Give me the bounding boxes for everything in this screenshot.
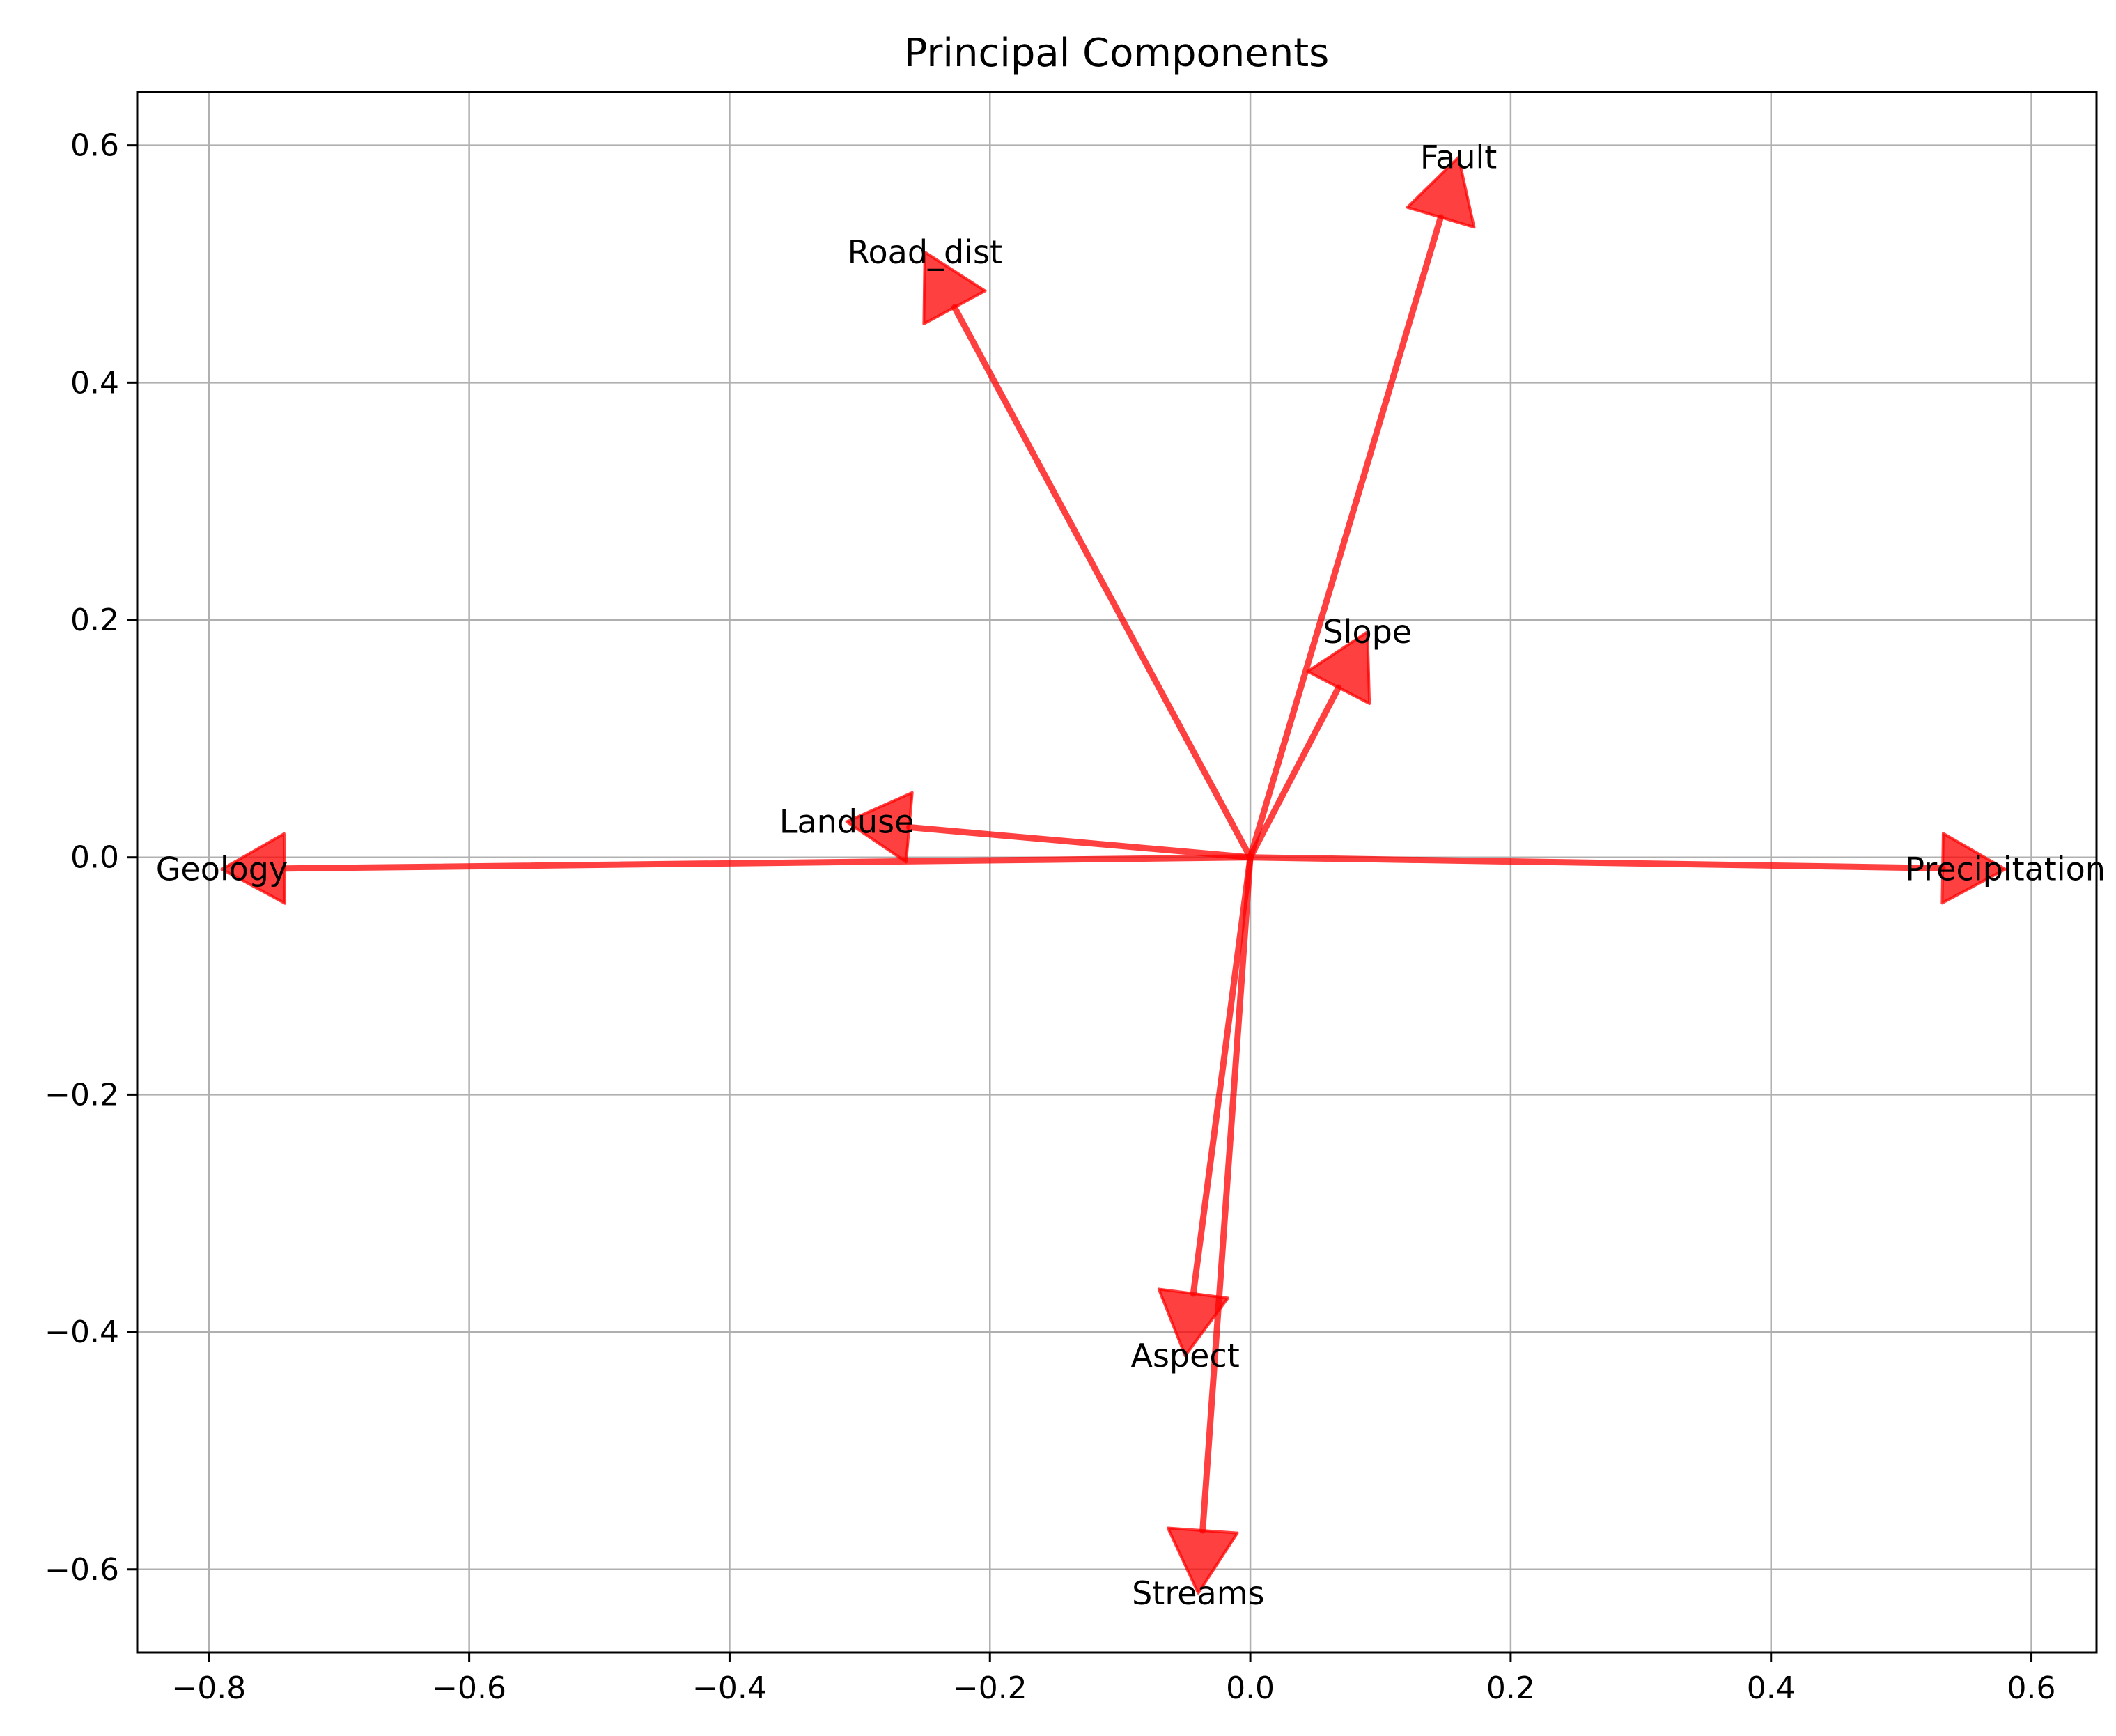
vector-label: Road_dist — [848, 233, 1002, 271]
y-tick-label: −0.2 — [45, 1077, 119, 1113]
vector-arrowhead — [1940, 832, 2007, 905]
vector-aspect — [1157, 854, 1254, 1358]
vector-shaft — [951, 304, 1254, 861]
x-tick-label: −0.2 — [953, 1671, 1027, 1706]
vector-label: Geology — [156, 851, 288, 888]
vector-label: Slope — [1323, 613, 1412, 651]
vector-arrowhead — [1166, 1526, 1239, 1595]
vector-label: Precipitation — [1905, 851, 2106, 888]
y-tick-label: 0.0 — [70, 840, 119, 876]
x-tick-label: 0.0 — [1226, 1671, 1275, 1706]
vector-arrowhead — [220, 832, 287, 905]
vector-geology — [220, 832, 1254, 905]
vector-label: Streams — [1132, 1574, 1264, 1612]
vector-arrowhead — [1157, 1287, 1229, 1358]
vector-shaft — [1247, 854, 1946, 871]
vector-arrowhead — [922, 250, 987, 325]
vector-labels: Geology Landuse Road_dist Fault Slope Precipi… — [156, 139, 2106, 1612]
vectors — [220, 155, 2007, 1595]
vector-shaft — [1199, 854, 1254, 1534]
vector-label: Fault — [1420, 139, 1497, 176]
vector-road-dist — [922, 250, 1254, 861]
y-tick-label: −0.4 — [45, 1315, 119, 1350]
vector-arrowhead — [1306, 630, 1371, 705]
y-axis: 0.6 0.4 0.2 0.0 −0.2 −0.4 −0.6 — [45, 128, 137, 1588]
x-tick-label: −0.4 — [692, 1671, 767, 1706]
x-axis: −0.8 −0.6 −0.4 −0.2 0.0 0.2 0.4 0.6 — [171, 1652, 2056, 1706]
vector-shaft — [1247, 214, 1444, 861]
vector-label: Aspect — [1130, 1337, 1239, 1374]
chart-title: Principal Components — [904, 31, 1330, 76]
plot-frame — [136, 91, 2098, 1654]
vector-shaft — [1247, 684, 1342, 861]
x-tick-label: 0.2 — [1486, 1671, 1535, 1706]
vector-shaft — [905, 824, 1254, 861]
vector-shaft — [281, 854, 1254, 872]
y-tick-label: 0.4 — [70, 365, 119, 401]
y-tick-label: −0.6 — [45, 1552, 119, 1588]
x-tick-label: 0.6 — [2007, 1671, 2056, 1706]
vector-precipitation — [1247, 832, 2007, 905]
y-tick-label: 0.6 — [70, 128, 119, 164]
grid — [137, 92, 2096, 1652]
vector-label: Landuse — [779, 803, 915, 841]
x-tick-label: −0.6 — [432, 1671, 506, 1706]
x-tick-label: −0.8 — [171, 1671, 246, 1706]
vector-slope — [1247, 630, 1371, 861]
y-tick-label: 0.2 — [70, 603, 119, 638]
vector-arrowhead — [1406, 155, 1476, 229]
x-tick-label: 0.4 — [1747, 1671, 1796, 1706]
vector-streams — [1166, 854, 1254, 1595]
vector-shaft — [1190, 854, 1254, 1297]
vector-arrowhead — [845, 791, 914, 864]
vector-fault — [1247, 155, 1476, 861]
vector-landuse — [845, 791, 1254, 864]
